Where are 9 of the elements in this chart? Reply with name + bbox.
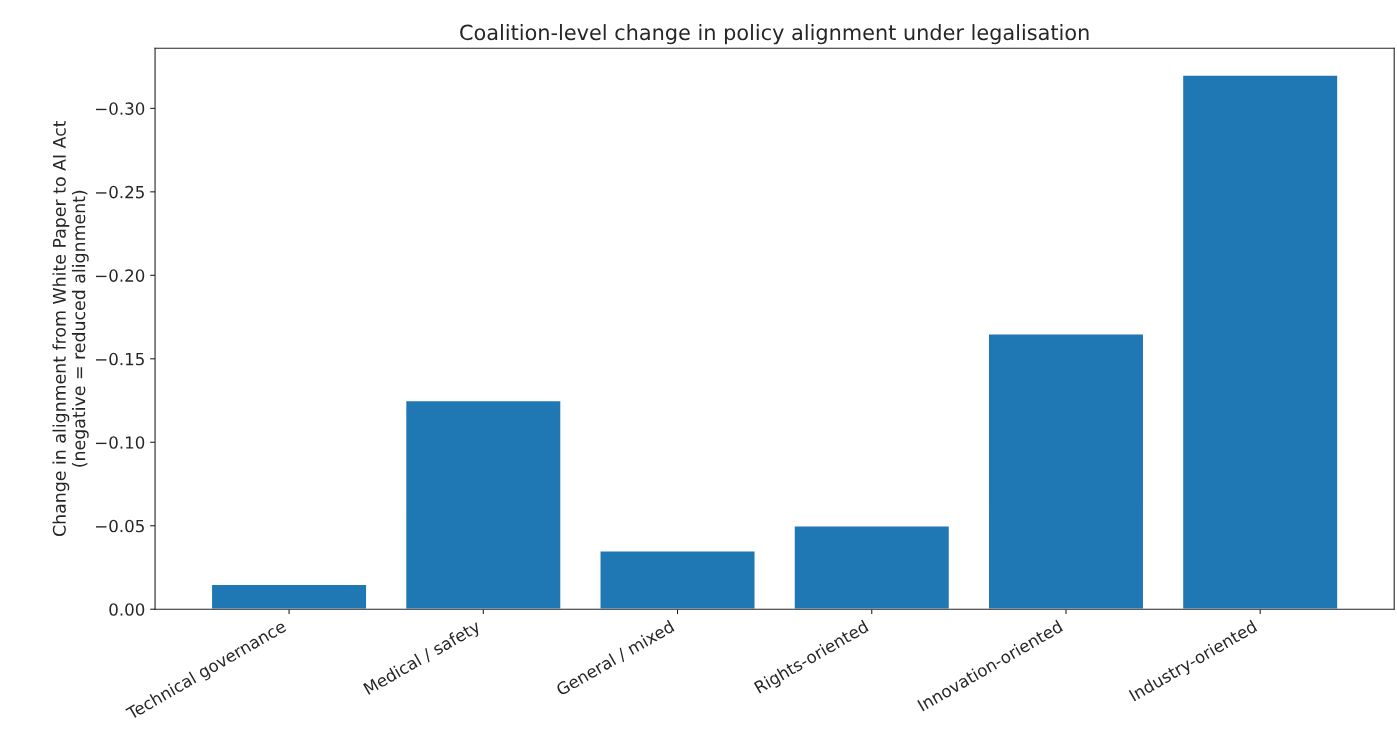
y-tick-label: −0.20 [96, 269, 145, 282]
y-tick-label: −0.15 [96, 352, 144, 366]
y-axis-title: Change in alignment from White Paper to AI Act (negative = reduced alignment) [52, 120, 89, 537]
y-tick-label: −0.10 [96, 436, 145, 449]
chart-title: Coalition-level change in policy alignment under legalisation [460, 24, 1089, 45]
y-tick-label: −0.25 [96, 185, 144, 199]
y-tick-label: −0.30 [96, 102, 145, 115]
y-tick-label: −0.05 [96, 519, 144, 533]
y-tick-label: 0.00 [109, 603, 145, 616]
